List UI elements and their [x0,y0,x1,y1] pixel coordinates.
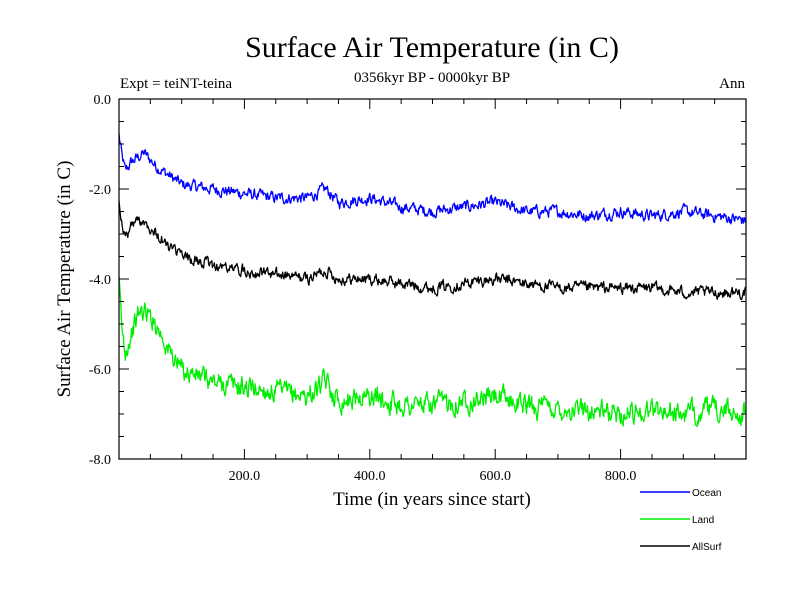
legend: Ocean Land AllSurf [640,488,722,553]
legend-label-land: Land [692,515,714,526]
season-label: Ann [719,76,745,92]
y-axis-label: Surface Air Temperature (in C) [54,161,75,398]
y-tick-label: 0.0 [94,93,112,108]
x-tick-label: 400.0 [354,469,386,484]
chart-subtitle: 0356kyr BP - 0000kyr BP [354,70,510,86]
series-line-land [118,275,747,428]
plot-lines [118,133,747,428]
y-tick-label: -4.0 [89,273,111,288]
series-line-ocean [118,133,747,225]
x-axis-label: Time (in years since start) [333,489,531,510]
series-line-allsurf [118,200,747,301]
y-tick-label: -8.0 [89,453,111,468]
x-tick-label: 800.0 [605,469,637,484]
y-tick-label: -2.0 [89,183,111,198]
experiment-label: Expt = teiNT-teina [120,76,232,92]
legend-label-ocean: Ocean [692,488,721,499]
axis-ticks: 200.0 400.0 600.0 800.0 0.0 -2.0 -4.0 -6.0 -8.0 [89,93,746,484]
chart-title: Surface Air Temperature (in C) [245,31,619,64]
legend-label-allsurf: AllSurf [692,542,722,553]
y-tick-label: -6.0 [89,363,111,378]
x-tick-label: 200.0 [229,469,261,484]
x-tick-label: 600.0 [479,469,511,484]
